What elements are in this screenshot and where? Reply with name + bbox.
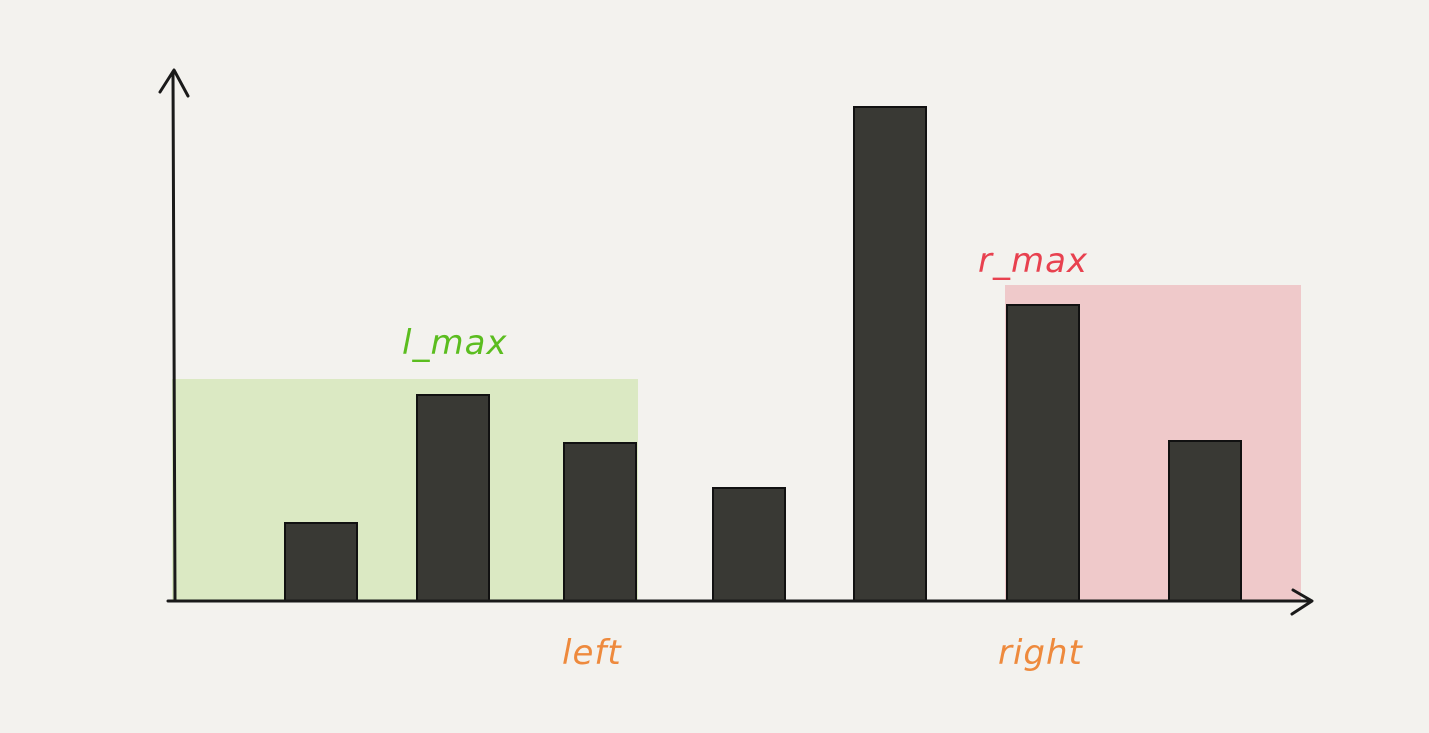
y-axis-arrow-icon — [158, 68, 190, 98]
bar-7 — [1168, 440, 1242, 602]
bar-4 — [712, 487, 786, 602]
l-max-region — [172, 379, 638, 601]
x-axis-arrow-icon — [1290, 588, 1314, 616]
bars-group — [284, 106, 1242, 602]
bar-5 — [853, 106, 927, 602]
axes — [158, 68, 1314, 616]
l-max-label: l_max — [402, 323, 508, 363]
bar-3 — [563, 442, 637, 602]
bar-2 — [416, 394, 490, 602]
r-max-label: r_max — [978, 241, 1088, 281]
y-axis — [171, 70, 177, 602]
left-pointer-label: left — [562, 633, 622, 673]
bar-1 — [284, 522, 358, 602]
right-pointer-label: right — [998, 633, 1084, 673]
bar-6 — [1006, 304, 1080, 602]
